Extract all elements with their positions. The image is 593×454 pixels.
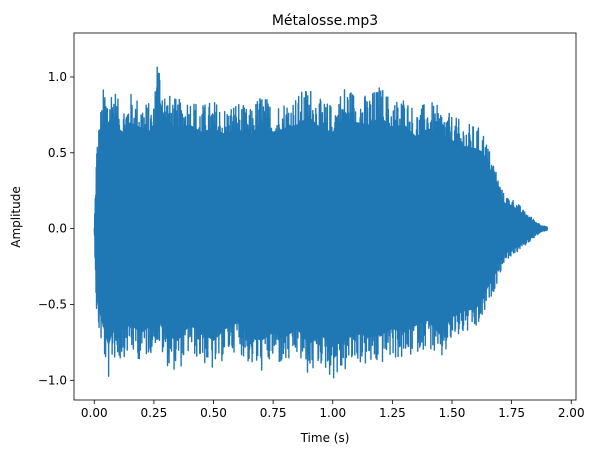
- x-tick-label: 0.50: [200, 406, 227, 420]
- y-tick-label: −1.0: [38, 373, 67, 387]
- axes-frame: [73, 32, 577, 401]
- waveform-envelope: [94, 86, 548, 347]
- x-tick-label: 0.00: [81, 406, 108, 420]
- x-axis: 0.00 0.25 0.50 0.75 1.00 1.25 1.50 1.75 2.00: [81, 400, 585, 420]
- x-tick-label: 0.75: [260, 406, 287, 420]
- y-tick-label: 0.0: [48, 222, 67, 236]
- plot-area: [93, 66, 549, 379]
- x-tick-label: 1.50: [439, 406, 466, 420]
- y-axis: −1.0 −0.5 0.0 0.5 1.0: [38, 70, 74, 387]
- x-tick-label: 0.25: [141, 406, 168, 420]
- y-tick-label: 0.5: [48, 146, 67, 160]
- x-tick-label: 1.25: [379, 406, 406, 420]
- y-tick-label: −0.5: [38, 297, 67, 311]
- x-tick-label: 1.00: [319, 406, 346, 420]
- y-axis-label: Amplitude: [9, 186, 23, 248]
- x-tick-label: 2.00: [558, 406, 585, 420]
- x-axis-label: Time (s): [300, 431, 350, 445]
- chart-title: Métalosse.mp3: [272, 13, 378, 29]
- x-tick-label: 1.75: [498, 406, 525, 420]
- y-tick-label: 1.0: [48, 70, 67, 84]
